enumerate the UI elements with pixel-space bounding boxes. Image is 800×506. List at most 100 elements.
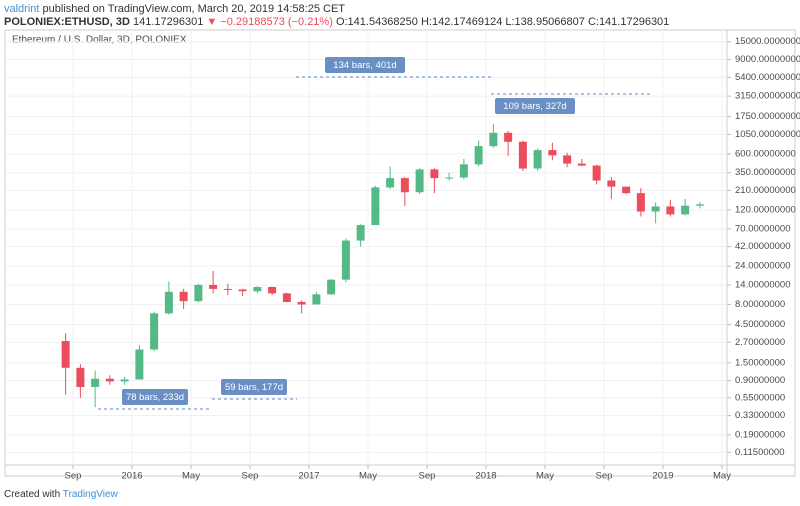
last-price: 141.17296301 — [132, 16, 204, 28]
ohlc: O:141.54368250 H:142.17469124 L:138.9506… — [335, 16, 670, 28]
y-tick-label: 0.33000000 — [735, 410, 785, 421]
y-tick-label: 120.00000000 — [735, 205, 796, 216]
candle-body — [371, 187, 380, 226]
candle-body — [179, 291, 188, 302]
candle-body — [489, 132, 498, 147]
candle-body — [150, 313, 159, 350]
annotations: 134 bars, 401d 109 bars, 327d 78 bars, 2… — [98, 57, 650, 410]
candle-body — [105, 378, 114, 382]
candle-body — [695, 204, 704, 206]
candle-body — [209, 284, 218, 289]
candle-body — [518, 141, 527, 169]
candle-body — [548, 150, 557, 156]
candle-body — [76, 367, 85, 387]
range-label-box — [221, 379, 287, 395]
y-tick-label: 4.50000000 — [735, 319, 785, 330]
x-tick-label: 2017 — [298, 471, 319, 482]
x-tick-label: 2018 — [475, 471, 496, 482]
candle-body — [459, 164, 468, 178]
candle-body — [400, 178, 409, 193]
y-tick-label: 350.00000000 — [735, 167, 796, 178]
y-tick-label: 70.00000000 — [735, 223, 790, 234]
y-tick-label: 210.00000000 — [735, 185, 796, 196]
y-tick-label: 0.55000000 — [735, 392, 785, 403]
candle-body — [504, 132, 513, 142]
footer-text: Created with — [4, 489, 61, 500]
x-tick-label: Sep — [596, 471, 613, 482]
candle-body — [327, 279, 336, 295]
brand[interactable]: TradingView — [62, 489, 118, 500]
candle-body — [282, 293, 291, 302]
published: published on TradingView.com, March 20, … — [42, 3, 346, 15]
candle-body — [135, 349, 144, 380]
candle-body — [312, 294, 321, 305]
range-label: 109 bars, 327d — [503, 101, 566, 112]
candle-body — [61, 341, 70, 368]
x-tick-label: May — [182, 471, 200, 482]
candle-body — [341, 240, 350, 280]
y-tick-label: 42.00000000 — [735, 241, 790, 252]
footer: Created with TradingView — [4, 489, 118, 500]
y-tick-label: 0.11500000 — [735, 447, 785, 458]
range-label: 134 bars, 401d — [333, 60, 396, 71]
candle-body — [592, 165, 601, 181]
y-tick-label: 600.00000000 — [735, 148, 796, 159]
y-tick-label: 2.70000000 — [735, 337, 785, 348]
x-tick-label: May — [359, 471, 377, 482]
y-tick-label: 8.00000000 — [735, 299, 785, 310]
candle-body — [120, 379, 129, 382]
change: ▼ −0.29188573 (−0.21%) — [206, 16, 333, 28]
range-label-box — [122, 389, 188, 405]
candle-body — [577, 163, 586, 166]
x-tick-label: 2019 — [652, 471, 673, 482]
candle-body — [253, 286, 262, 292]
candle-body — [681, 205, 690, 215]
y-tick-label: 5400.00000000 — [735, 72, 800, 83]
x-tick-label: Sep — [242, 471, 259, 482]
candle-body — [223, 288, 232, 290]
candle-body — [533, 150, 542, 169]
candle-body — [607, 180, 616, 187]
range-label: 78 bars, 233d — [126, 392, 184, 403]
candle-body — [651, 206, 660, 212]
frame — [4, 29, 796, 477]
publish-line: valdrint published on TradingView.com, M… — [4, 3, 345, 15]
symbol: POLONIEX:ETHUSD, 3D — [4, 16, 130, 28]
author[interactable]: valdrint — [4, 3, 40, 15]
candle-body — [238, 289, 247, 292]
candle-body — [297, 301, 306, 305]
x-tick-label: Sep — [65, 471, 82, 482]
candle-body — [386, 178, 395, 188]
candle-body — [622, 186, 631, 194]
y-tick-label: 1.50000000 — [735, 357, 785, 368]
candle-body — [194, 284, 203, 302]
y-tick-label: 0.19000000 — [735, 429, 785, 440]
x-tick-label: May — [536, 471, 554, 482]
candle-body — [91, 378, 100, 387]
candle-body — [563, 155, 572, 164]
candle-body — [636, 193, 645, 212]
candle-body — [268, 286, 277, 294]
x-tick-label: May — [713, 471, 731, 482]
x-tick-label: Sep — [419, 471, 436, 482]
candle-body — [445, 177, 454, 179]
y-tick-label: 15000.00000000 — [735, 36, 800, 47]
y-tick-label: 24.00000000 — [735, 261, 790, 272]
range-label-box — [495, 98, 575, 114]
candle-body — [356, 225, 365, 241]
candle-body — [415, 169, 424, 193]
y-tick-label: 0.90000000 — [735, 375, 785, 386]
x-tick-label: 2016 — [121, 471, 142, 482]
range-label-box — [325, 57, 405, 73]
y-tick-label: 3150.00000000 — [735, 91, 800, 102]
symbol-line: POLONIEX:ETHUSD, 3D 141.17296301 ▼ −0.29… — [4, 16, 669, 28]
y-tick-label: 1750.00000000 — [735, 111, 800, 122]
y-tick-label: 14.00000000 — [735, 279, 790, 290]
candle-body — [666, 206, 675, 215]
candle-body — [164, 291, 173, 314]
candle-body — [430, 169, 439, 179]
y-tick-label: 1050.00000000 — [735, 129, 800, 140]
y-tick-label: 9000.00000000 — [735, 54, 800, 65]
